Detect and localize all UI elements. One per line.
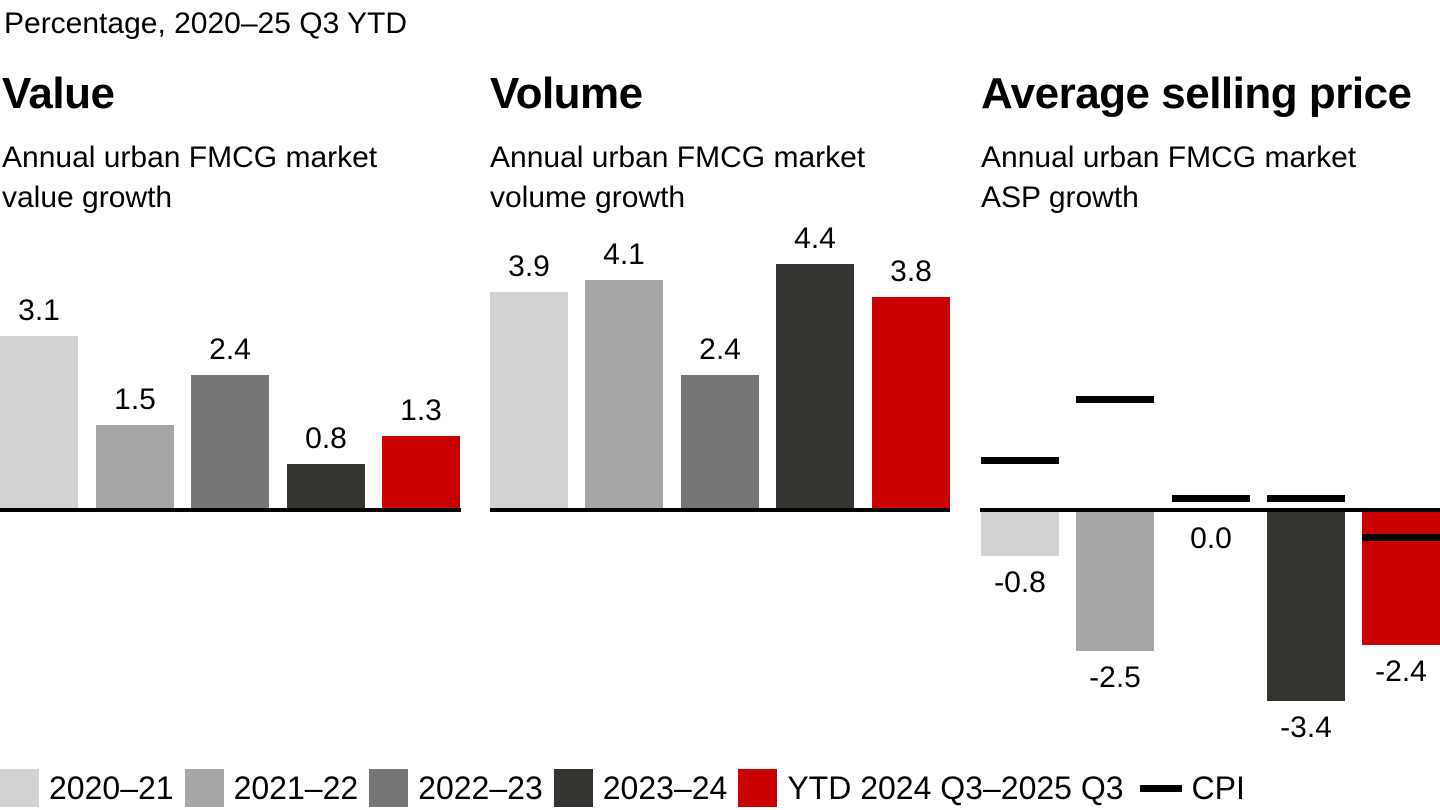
bar <box>382 436 460 508</box>
x-axis-line <box>490 508 950 512</box>
bar-value-label: -0.8 <box>994 566 1046 599</box>
bar-value-label: 1.3 <box>400 394 442 427</box>
panel-subtitle-value: Annual urban FMCG market value growth <box>2 138 377 218</box>
legend-label-0: 2020–21 <box>49 769 174 806</box>
bar-value-label: 1.5 <box>114 383 156 416</box>
bar <box>0 336 78 508</box>
legend-label-4: YTD 2024 Q3–2025 Q3 <box>787 769 1124 806</box>
panel-subtitle-volume: Annual urban FMCG market volume growth <box>490 138 865 218</box>
bar <box>776 264 854 508</box>
panel-subtitle-volume-line1: Annual urban FMCG market <box>490 141 866 174</box>
bar-value-label: 3.9 <box>508 250 550 283</box>
bar <box>96 425 174 508</box>
bar-value-label: 3.8 <box>890 255 932 288</box>
x-axis-line <box>980 508 1440 512</box>
bar <box>981 512 1059 556</box>
bar <box>287 464 365 508</box>
bar <box>681 375 759 508</box>
x-axis-line <box>0 508 461 512</box>
panel-subtitle-asp-line2: ASP growth <box>981 181 1139 214</box>
panel-title-value: Value <box>2 69 115 118</box>
legend-cpi-line-icon <box>1139 784 1182 792</box>
cpi-marker <box>981 457 1059 464</box>
legend-swatch-0 <box>0 769 39 807</box>
bar-value-label: 2.4 <box>209 333 251 366</box>
report-title: Percentage, 2020–25 Q3 YTD <box>4 7 408 40</box>
bar <box>585 280 663 508</box>
bar-value-label: -3.4 <box>1280 711 1332 744</box>
legend-swatch-1 <box>184 769 224 807</box>
bar-value-label: 4.4 <box>794 222 836 255</box>
bar-value-label: 0.8 <box>305 422 347 455</box>
legend-cpi-label: CPI <box>1191 769 1245 806</box>
cpi-marker <box>1172 495 1250 502</box>
cpi-marker <box>1076 396 1154 403</box>
cpi-marker <box>1267 495 1345 502</box>
legend-swatch-3 <box>553 769 593 807</box>
panel-subtitle-value-line1: Annual urban FMCG market <box>2 141 378 174</box>
bar <box>1362 512 1440 645</box>
panel-subtitle-asp: Annual urban FMCG market ASP growth <box>981 138 1356 218</box>
panel-subtitle-asp-line1: Annual urban FMCG market <box>981 141 1357 174</box>
panel-subtitle-value-line2: value growth <box>2 181 173 214</box>
bar-value-label: -2.4 <box>1375 655 1427 688</box>
bar <box>490 292 568 508</box>
legend-swatch-2 <box>369 769 409 807</box>
bar-value-label: 3.1 <box>18 294 60 327</box>
panel-title-asp: Average selling price <box>981 69 1412 118</box>
panel-title-volume: Volume <box>490 69 643 118</box>
bar-value-label: -2.5 <box>1089 661 1141 694</box>
bar-value-label: 0.0 <box>1190 522 1232 555</box>
bar-value-label: 2.4 <box>699 333 741 366</box>
bar <box>1267 512 1345 701</box>
bar <box>191 375 269 508</box>
legend-label-3: 2023–24 <box>602 769 728 806</box>
bar <box>872 297 950 508</box>
legend-label-2: 2022–23 <box>418 769 543 806</box>
legend-label-1: 2021–22 <box>233 769 359 806</box>
bar <box>1076 512 1154 651</box>
bar-value-label: 4.1 <box>603 238 645 271</box>
legend: 2020–21 2021–22 2022–23 2023–24 YTD 2024 Q3–… <box>0 768 1256 808</box>
legend-swatch-4 <box>738 769 778 807</box>
panel-subtitle-volume-line2: volume growth <box>490 181 686 214</box>
cpi-marker <box>1362 534 1440 541</box>
